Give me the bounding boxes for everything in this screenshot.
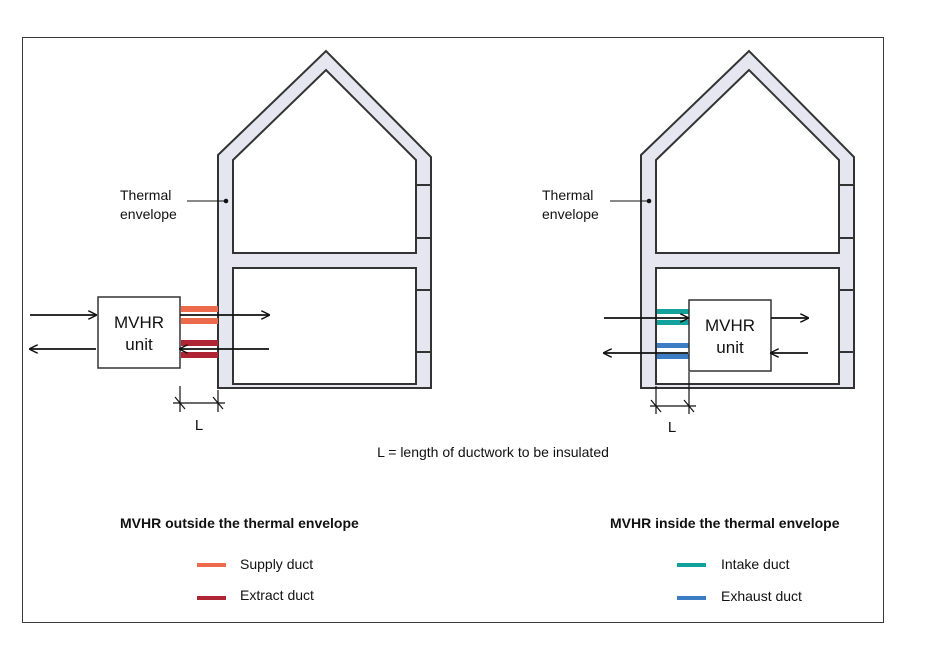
length-label-left: L [195, 417, 203, 434]
length-dimension-left [173, 386, 225, 412]
extract-duct [181, 340, 218, 358]
envelope-label-left-2: envelope [120, 206, 177, 222]
exhaust-duct [657, 343, 689, 359]
length-dimension-right [650, 372, 696, 414]
envelope-label-left-1: Thermal [120, 187, 171, 203]
mvhr-unit-box-right [688, 299, 772, 372]
caption: L = length of ductwork to be insulated [377, 444, 609, 460]
mvhr-unit-label-left-1: MVHR [114, 313, 164, 332]
envelope-pointer-dot [646, 198, 652, 204]
legend-item: Intake duct [677, 556, 790, 572]
legend-right: Intake duct Exhaust duct [677, 556, 802, 604]
legend-item: Extract duct [197, 587, 314, 603]
mvhr-unit-label-right-1: MVHR [705, 316, 755, 335]
house-right [640, 49, 855, 389]
mvhr-unit-box-left [97, 296, 181, 369]
legend-label: Exhaust duct [721, 588, 802, 604]
diagram-frame [22, 37, 884, 623]
mvhr-unit-label-right-2: unit [716, 338, 744, 357]
supply-duct [181, 306, 218, 324]
house-right-walls [640, 49, 855, 389]
legend-label: Intake duct [721, 556, 790, 572]
legend-item: Exhaust duct [677, 588, 802, 604]
mvhr-unit-label-left-2: unit [125, 335, 153, 354]
legend-left: Supply duct Extract duct [197, 556, 314, 603]
intake-duct [657, 309, 689, 325]
heading-left: MVHR outside the thermal envelope [120, 515, 359, 531]
heading-right: MVHR inside the thermal envelope [610, 515, 840, 531]
envelope-label-right-1: Thermal [542, 187, 593, 203]
legend-label: Supply duct [240, 556, 313, 572]
house-left [217, 49, 432, 389]
envelope-pointer-dot [223, 198, 229, 204]
legend-label: Extract duct [240, 587, 314, 603]
length-label-right: L [668, 419, 676, 436]
house-left-walls [217, 49, 432, 389]
envelope-label-right-2: envelope [542, 206, 599, 222]
legend-item: Supply duct [197, 556, 313, 572]
